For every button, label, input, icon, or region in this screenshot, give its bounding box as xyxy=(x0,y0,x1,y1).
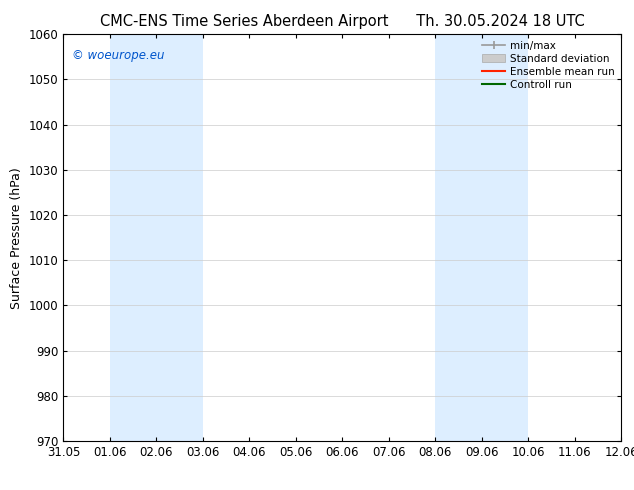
Text: © woeurope.eu: © woeurope.eu xyxy=(72,49,164,62)
Y-axis label: Surface Pressure (hPa): Surface Pressure (hPa) xyxy=(10,167,23,309)
Title: CMC-ENS Time Series Aberdeen Airport      Th. 30.05.2024 18 UTC: CMC-ENS Time Series Aberdeen Airport Th.… xyxy=(100,14,585,29)
Bar xyxy=(621,34,634,441)
Bar xyxy=(436,34,528,441)
Legend: min/max, Standard deviation, Ensemble mean run, Controll run: min/max, Standard deviation, Ensemble me… xyxy=(478,36,619,94)
Bar xyxy=(110,34,203,441)
